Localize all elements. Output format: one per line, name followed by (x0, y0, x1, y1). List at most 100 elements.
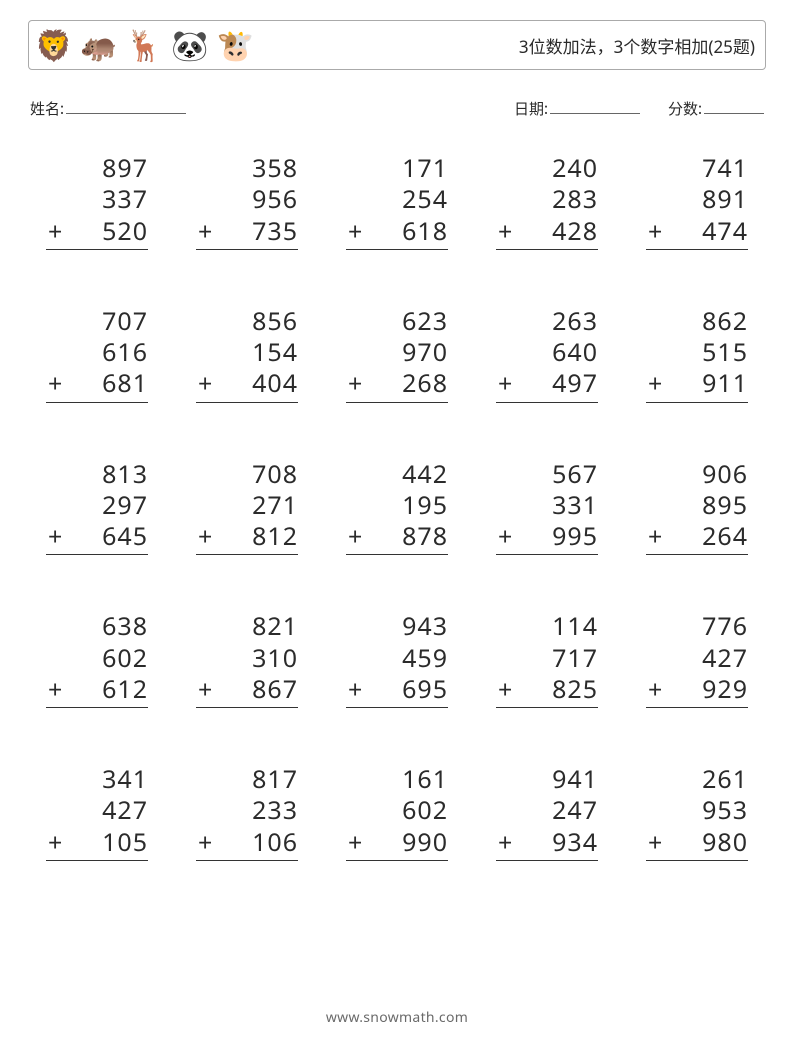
addend-a: 261 (646, 764, 748, 795)
addend-c-row: +911 (646, 368, 748, 402)
addend-b: 247 (496, 795, 598, 826)
plus-sign: + (346, 368, 363, 399)
addend-b: 717 (496, 643, 598, 674)
addend-a: 567 (496, 459, 598, 490)
addend-a: 442 (346, 459, 448, 490)
addend-c: 106 (252, 827, 298, 858)
problem-1: 897337+520 (46, 153, 148, 250)
addend-b: 616 (46, 337, 148, 368)
worksheet-header: 🦁 🦛 🦌 🐼 🐮 3位数加法，3个数字相加(25题) (28, 20, 766, 70)
addend-c: 812 (252, 521, 298, 552)
addend-b: 233 (196, 795, 298, 826)
addend-a: 707 (46, 306, 148, 337)
problem-16: 638602+612 (46, 611, 148, 708)
addend-c: 681 (102, 368, 148, 399)
problem-13: 442195+878 (346, 459, 448, 556)
addend-a: 708 (196, 459, 298, 490)
plus-sign: + (46, 368, 63, 399)
date-blank (550, 113, 640, 114)
problem-14: 567331+995 (496, 459, 598, 556)
problem-5: 741891+474 (646, 153, 748, 250)
addend-c: 520 (102, 216, 148, 247)
addend-a: 638 (46, 611, 148, 642)
addend-c-row: +934 (496, 827, 598, 861)
date-label: 日期: (514, 99, 548, 119)
addend-b: 337 (46, 184, 148, 215)
worksheet-title: 3位数加法，3个数字相加(25题) (519, 33, 755, 58)
addend-c: 618 (402, 216, 448, 247)
addend-a: 741 (646, 153, 748, 184)
plus-sign: + (346, 674, 363, 705)
cow-icon: 🐮 (216, 30, 253, 60)
problem-15: 906895+264 (646, 459, 748, 556)
addend-a: 114 (496, 611, 598, 642)
addend-c-row: +105 (46, 827, 148, 861)
addend-c-row: +995 (496, 521, 598, 555)
plus-sign: + (646, 368, 663, 399)
addend-b: 154 (196, 337, 298, 368)
addend-c: 428 (552, 216, 598, 247)
name-label: 姓名: (30, 99, 64, 119)
addend-c-row: +497 (496, 368, 598, 402)
addend-c-row: +264 (646, 521, 748, 555)
addend-c: 612 (102, 674, 148, 705)
addend-c-row: +404 (196, 368, 298, 402)
addend-b: 640 (496, 337, 598, 368)
addend-c: 980 (702, 827, 748, 858)
addend-b: 297 (46, 490, 148, 521)
plus-sign: + (646, 827, 663, 858)
addend-c-row: +106 (196, 827, 298, 861)
addend-c: 878 (402, 521, 448, 552)
plus-sign: + (346, 216, 363, 247)
plus-sign: + (46, 674, 63, 705)
plus-sign: + (496, 216, 513, 247)
addend-c: 911 (702, 368, 748, 399)
addend-b: 427 (46, 795, 148, 826)
plus-sign: + (496, 674, 513, 705)
addend-c: 867 (252, 674, 298, 705)
addend-a: 862 (646, 306, 748, 337)
plus-sign: + (496, 368, 513, 399)
plus-sign: + (196, 368, 213, 399)
addend-c: 735 (252, 216, 298, 247)
addend-c-row: +812 (196, 521, 298, 555)
addend-a: 358 (196, 153, 298, 184)
meta-row: 姓名: 日期: 分数: (28, 98, 766, 119)
addend-c-row: +929 (646, 674, 748, 708)
addend-a: 161 (346, 764, 448, 795)
addend-c: 934 (552, 827, 598, 858)
addend-c-row: +980 (646, 827, 748, 861)
addend-a: 240 (496, 153, 598, 184)
addend-b: 459 (346, 643, 448, 674)
addend-a: 813 (46, 459, 148, 490)
addend-b: 970 (346, 337, 448, 368)
plus-sign: + (46, 521, 63, 552)
problem-20: 776427+929 (646, 611, 748, 708)
animal-icons-row: 🦁 🦛 🦌 🐼 🐮 (35, 30, 254, 60)
plus-sign: + (496, 521, 513, 552)
addend-c: 645 (102, 521, 148, 552)
name-blank (66, 113, 186, 114)
addend-a: 341 (46, 764, 148, 795)
addend-a: 263 (496, 306, 598, 337)
problem-7: 856154+404 (196, 306, 298, 403)
addend-c: 497 (552, 368, 598, 399)
addend-c: 825 (552, 674, 598, 705)
addend-b: 310 (196, 643, 298, 674)
plus-sign: + (646, 521, 663, 552)
addend-c-row: +428 (496, 216, 598, 250)
addend-a: 943 (346, 611, 448, 642)
addend-a: 897 (46, 153, 148, 184)
addend-c: 105 (102, 827, 148, 858)
plus-sign: + (646, 674, 663, 705)
addend-c-row: +618 (346, 216, 448, 250)
problem-8: 623970+268 (346, 306, 448, 403)
addend-a: 623 (346, 306, 448, 337)
addend-b: 956 (196, 184, 298, 215)
addend-c-row: +645 (46, 521, 148, 555)
addend-b: 515 (646, 337, 748, 368)
plus-sign: + (496, 827, 513, 858)
problem-grid: 897337+520358956+735171254+618240283+428… (28, 153, 766, 861)
footer-url: www.snowmath.com (0, 1008, 794, 1027)
problem-17: 821310+867 (196, 611, 298, 708)
